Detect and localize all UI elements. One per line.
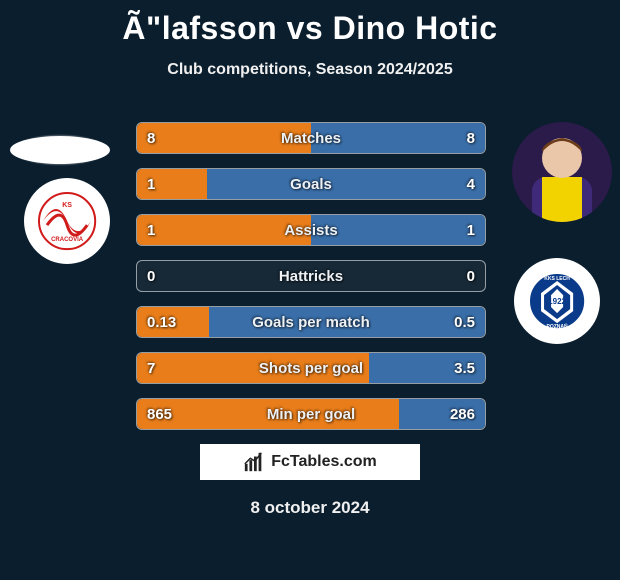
date-text: 8 october 2024 [0,498,620,518]
svg-text:1922: 1922 [548,297,566,306]
svg-text:KKS LECH: KKS LECH [544,276,570,282]
watermark: FcTables.com [200,444,420,480]
svg-text:KS: KS [62,202,72,209]
watermark-text: FcTables.com [271,453,377,471]
page-subtitle: Club competitions, Season 2024/2025 [0,61,620,79]
stat-label: Goals [137,169,485,199]
stat-label: Goals per match [137,307,485,337]
stat-row: 00Hattricks [136,260,486,292]
stat-label: Min per goal [137,399,485,429]
stat-label: Assists [137,215,485,245]
svg-text:POZNAŃ: POZNAŃ [546,322,568,330]
stat-row: 11Assists [136,214,486,246]
club-left-crest: KS CRACOVIA [24,178,110,264]
stat-label: Hattricks [137,261,485,291]
svg-text:CRACOVIA: CRACOVIA [51,237,84,243]
stat-label: Shots per goal [137,353,485,383]
chart-icon [243,451,265,473]
stat-row: 14Goals [136,168,486,200]
stat-row: 0.130.5Goals per match [136,306,486,338]
page-title: Ã"lafsson vs Dino Hotic [0,0,620,47]
player-right-avatar [512,122,612,222]
stat-row: 73.5Shots per goal [136,352,486,384]
stat-label: Matches [137,123,485,153]
comparison-bars: 88Matches 14Goals 11Assists 00Hattricks 0.13… [136,122,486,430]
stat-row: 88Matches [136,122,486,154]
stat-row: 865286Min per goal [136,398,486,430]
club-right-crest: 1922 KKS LECH POZNAŃ [514,258,600,344]
